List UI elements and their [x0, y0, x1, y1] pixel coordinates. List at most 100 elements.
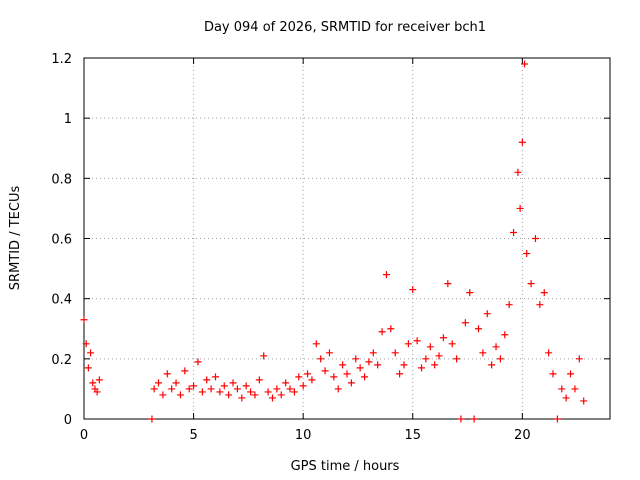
data-point	[268, 394, 276, 402]
data-point	[277, 391, 285, 399]
x-tick-label: 10	[295, 428, 312, 443]
data-point	[492, 343, 500, 351]
data-point	[352, 355, 360, 363]
data-point	[155, 379, 163, 387]
data-point	[514, 168, 522, 176]
data-point	[470, 415, 478, 423]
data-point	[312, 340, 320, 348]
data-point	[448, 340, 456, 348]
data-point	[203, 376, 211, 384]
data-point	[580, 397, 588, 405]
data-point	[369, 349, 377, 357]
x-axis-label: GPS time / hours	[291, 459, 400, 474]
data-point	[198, 388, 206, 396]
data-point	[536, 301, 544, 309]
data-point	[505, 301, 513, 309]
data-point	[496, 355, 504, 363]
data-point	[523, 250, 531, 258]
data-point	[475, 325, 482, 333]
data-point	[233, 385, 241, 393]
data-point	[461, 319, 469, 327]
data-point	[339, 361, 347, 369]
data-point	[391, 349, 399, 357]
data-point	[330, 373, 338, 381]
data-point	[238, 394, 246, 402]
data-point	[387, 325, 395, 333]
data-point	[571, 385, 579, 393]
data-point	[150, 385, 158, 393]
chart-title: Day 094 of 2026, SRMTID for receiver bch…	[204, 20, 486, 35]
data-point	[531, 235, 539, 242]
data-point	[172, 379, 180, 387]
data-point	[325, 349, 333, 357]
data-point	[453, 355, 461, 363]
y-tick-label: 0.4	[51, 293, 72, 308]
data-point	[444, 280, 452, 288]
data-point	[553, 415, 561, 423]
data-point	[378, 328, 386, 336]
data-point	[431, 361, 439, 369]
data-point	[251, 391, 259, 399]
data-point	[84, 364, 92, 372]
data-point	[216, 388, 224, 396]
data-point	[317, 355, 325, 363]
data-point	[418, 364, 426, 372]
y-tick-label: 0.2	[51, 353, 72, 368]
x-tick-label: 15	[404, 428, 421, 443]
data-point	[190, 382, 198, 390]
data-point	[488, 361, 496, 369]
data-point	[518, 138, 526, 146]
data-point	[159, 391, 167, 399]
data-point	[87, 349, 95, 357]
data-point	[374, 361, 382, 369]
data-point	[185, 385, 193, 393]
y-axis-label: SRMTID / TECUs	[8, 186, 23, 291]
data-point	[260, 352, 268, 360]
data-point	[264, 388, 272, 396]
data-point	[426, 343, 434, 351]
data-point	[176, 391, 184, 399]
data-point	[361, 373, 369, 381]
data-point	[510, 228, 518, 236]
data-point	[255, 376, 263, 384]
data-point	[95, 376, 103, 384]
data-point	[194, 358, 202, 366]
data-point	[439, 334, 447, 342]
data-point	[273, 385, 281, 393]
data-point	[540, 289, 548, 297]
y-tick-label: 0.6	[51, 233, 72, 248]
data-point	[365, 358, 373, 366]
data-point	[93, 388, 101, 396]
data-point	[181, 367, 189, 375]
data-point	[286, 385, 294, 393]
data-point	[413, 337, 421, 345]
data-point	[299, 382, 307, 390]
data-point	[225, 391, 233, 399]
data-point	[89, 379, 97, 387]
x-tick-label: 20	[514, 428, 531, 443]
data-point	[80, 316, 88, 324]
data-point	[163, 370, 171, 378]
data-points	[80, 60, 588, 423]
data-point	[282, 379, 290, 387]
data-point	[545, 349, 553, 357]
data-point	[435, 352, 443, 360]
x-tick-label: 0	[80, 428, 88, 443]
data-point	[396, 370, 404, 378]
data-point	[212, 373, 219, 381]
data-point	[558, 385, 566, 393]
data-point	[356, 364, 364, 372]
axis-ticks: 0 5 10 15 20 0 0.2 0.4 0.6 0.8 1 1.2	[51, 52, 610, 443]
data-point	[527, 280, 535, 288]
data-point	[575, 355, 583, 363]
y-tick-label: 0	[64, 413, 72, 428]
data-point	[308, 376, 316, 384]
data-point	[516, 204, 524, 212]
data-point	[295, 373, 303, 381]
data-point	[220, 382, 228, 390]
y-tick-label: 1	[64, 112, 72, 127]
data-point	[549, 370, 557, 378]
data-point	[466, 289, 474, 297]
data-point	[400, 361, 408, 369]
